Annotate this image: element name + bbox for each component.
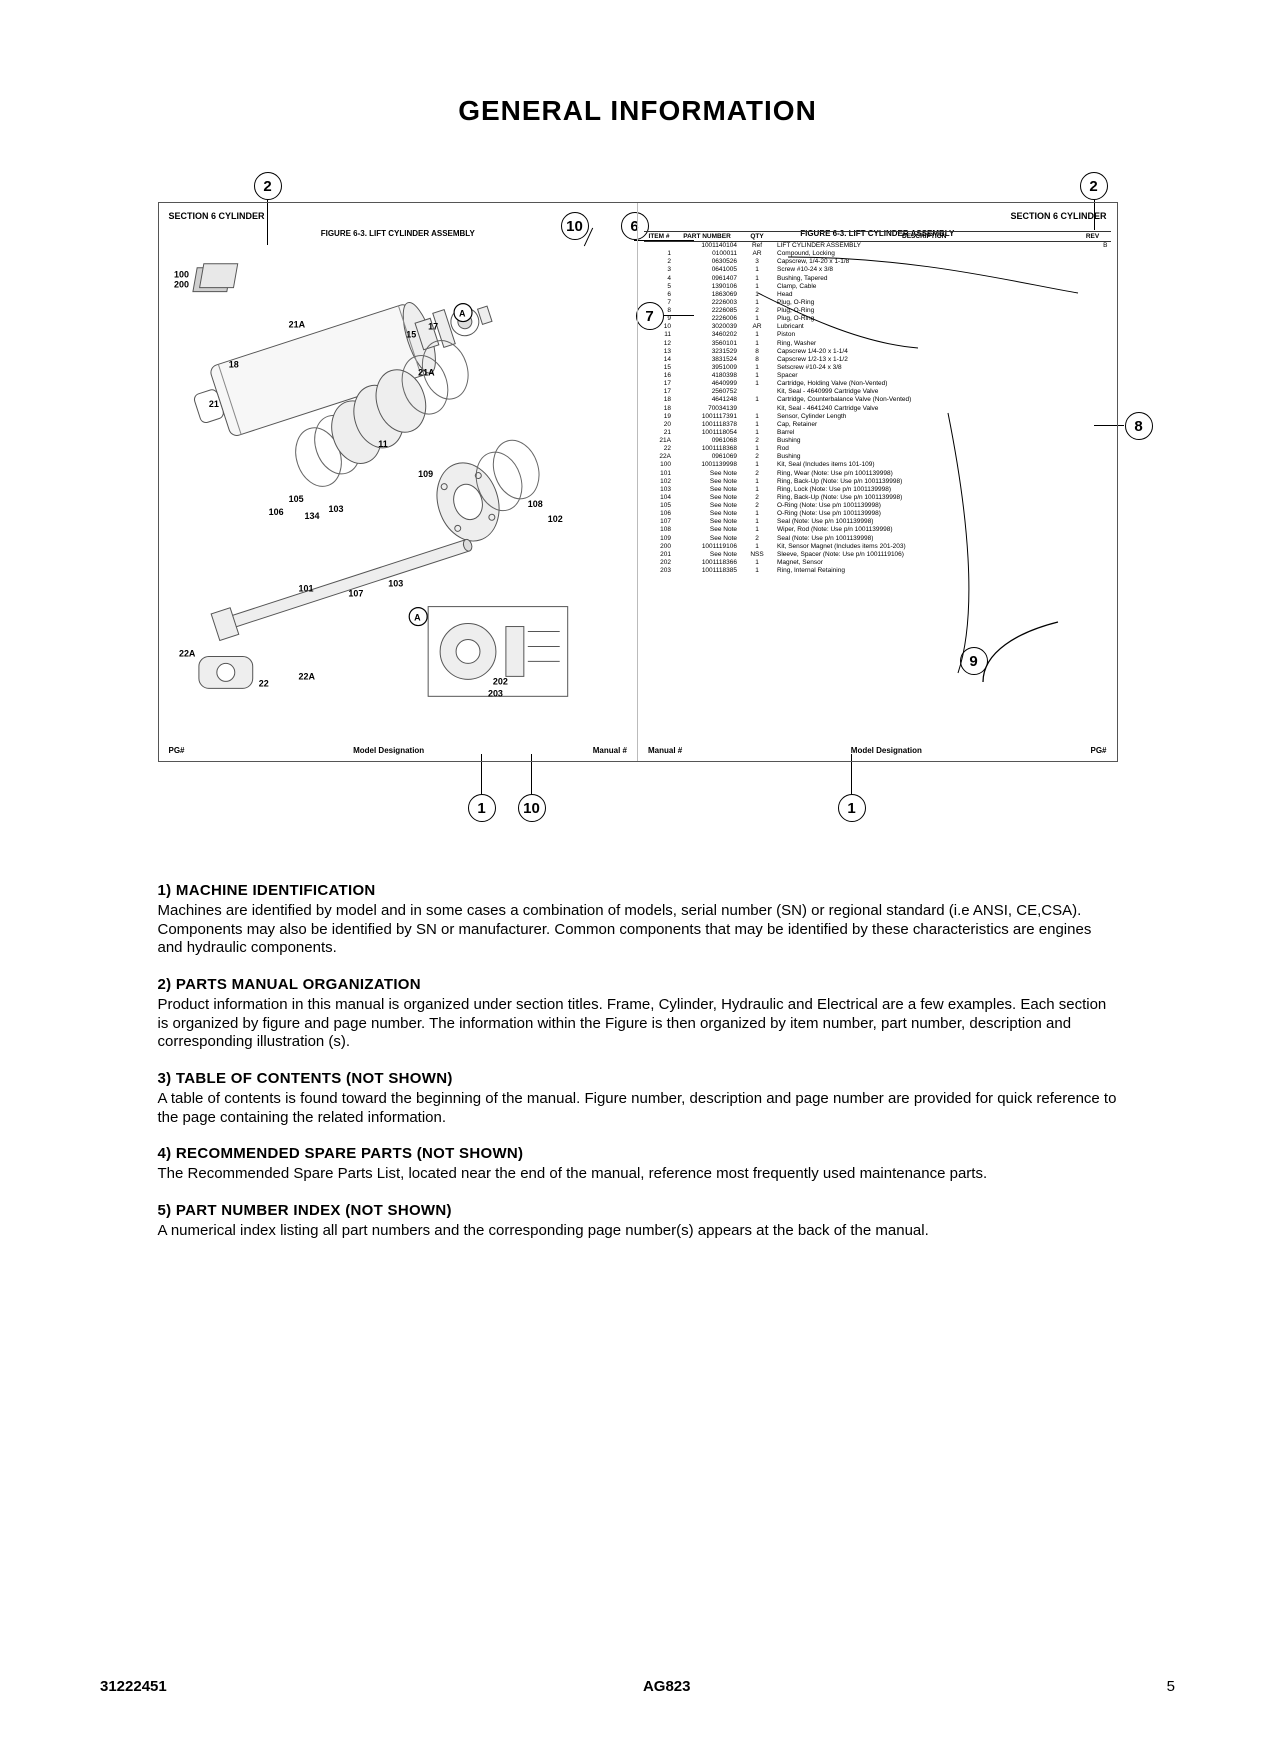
diagram: 2 2 10 6 7 8 9 1 10 1 SECTION 6 CYLINDER… — [158, 172, 1118, 822]
svg-text:21A: 21A — [418, 367, 435, 377]
svg-text:22A: 22A — [178, 648, 195, 658]
svg-text:103: 103 — [328, 504, 343, 514]
svg-text:11: 11 — [378, 439, 387, 449]
right-footer-model: Model Designation — [851, 746, 922, 755]
svg-text:107: 107 — [348, 589, 363, 599]
section-4-heading: 4) RECOMMENDED SPARE PARTS (NOT SHOWN) — [158, 1145, 1118, 1164]
svg-text:18: 18 — [228, 359, 238, 369]
page-title: GENERAL INFORMATION — [0, 95, 1275, 127]
section-3-text: A table of contents is found toward the … — [158, 1090, 1118, 1128]
footer-left: 31222451 — [100, 1678, 167, 1695]
callout-8: 8 — [1125, 412, 1153, 440]
detail-a-label-inset: A — [414, 613, 421, 623]
svg-text:200: 200 — [173, 280, 188, 290]
section-1-text: Machines are identified by model and in … — [158, 902, 1118, 958]
svg-text:202: 202 — [492, 676, 507, 686]
section-2-text: Product information in this manual is or… — [158, 996, 1118, 1052]
svg-text:101: 101 — [298, 584, 313, 594]
callout-2a: 2 — [254, 172, 282, 200]
cylinder-exploded-drawing: 100 200 21A 21 21A — [169, 243, 628, 731]
parts-table: ITEM #PART NUMBERQTYDESCRIPTIONREV 10011… — [644, 231, 1111, 575]
left-footer-model: Model Designation — [353, 746, 424, 755]
svg-text:105: 105 — [288, 494, 303, 504]
section-3-heading: 3) TABLE OF CONTENTS (NOT SHOWN) — [158, 1070, 1118, 1089]
svg-text:134: 134 — [304, 511, 319, 521]
detail-a-label-top: A — [459, 309, 466, 319]
callout-1a: 1 — [468, 794, 496, 822]
callout-1b: 1 — [838, 794, 866, 822]
footer-center: AG823 — [643, 1678, 691, 1695]
right-footer-manual: Manual # — [648, 746, 682, 755]
right-footer-pg: PG# — [1090, 746, 1106, 755]
section-5-text: A numerical index listing all part numbe… — [158, 1222, 1118, 1241]
svg-text:22: 22 — [258, 678, 268, 688]
page-footer: 31222451 AG823 5 — [100, 1678, 1175, 1695]
left-footer-manual: Manual # — [593, 746, 627, 755]
svg-text:15: 15 — [406, 329, 416, 339]
section-1-heading: 1) MACHINE IDENTIFICATION — [158, 882, 1118, 901]
section-2-heading: 2) PARTS MANUAL ORGANIZATION — [158, 976, 1118, 995]
svg-text:17: 17 — [428, 322, 438, 332]
section-header-right: SECTION 6 CYLINDER — [648, 211, 1107, 221]
svg-text:203: 203 — [487, 688, 502, 698]
svg-text:109: 109 — [418, 469, 433, 479]
body-text: 1) MACHINE IDENTIFICATION Machines are i… — [158, 882, 1118, 1240]
svg-text:103: 103 — [388, 579, 403, 589]
parts-list-panel: SECTION 6 CYLINDER FIGURE 6-3. LIFT CYLI… — [638, 203, 1117, 761]
svg-text:102: 102 — [547, 514, 562, 524]
svg-text:21A: 21A — [288, 320, 305, 330]
svg-text:21: 21 — [208, 399, 218, 409]
section-4-text: The Recommended Spare Parts List, locate… — [158, 1165, 1118, 1184]
section-header-left: SECTION 6 CYLINDER — [169, 211, 628, 221]
figure-title-left: FIGURE 6-3. LIFT CYLINDER ASSEMBLY — [169, 229, 628, 238]
footer-page-number: 5 — [1167, 1678, 1175, 1695]
callout-2b: 2 — [1080, 172, 1108, 200]
svg-text:106: 106 — [268, 507, 283, 517]
left-footer-pg: PG# — [169, 746, 185, 755]
svg-text:108: 108 — [527, 499, 542, 509]
section-5-heading: 5) PART NUMBER INDEX (NOT SHOWN) — [158, 1202, 1118, 1221]
svg-text:22A: 22A — [298, 671, 315, 681]
exploded-view-panel: SECTION 6 CYLINDER FIGURE 6-3. LIFT CYLI… — [159, 203, 639, 761]
svg-text:100: 100 — [173, 270, 188, 280]
callout-10b: 10 — [518, 794, 546, 822]
